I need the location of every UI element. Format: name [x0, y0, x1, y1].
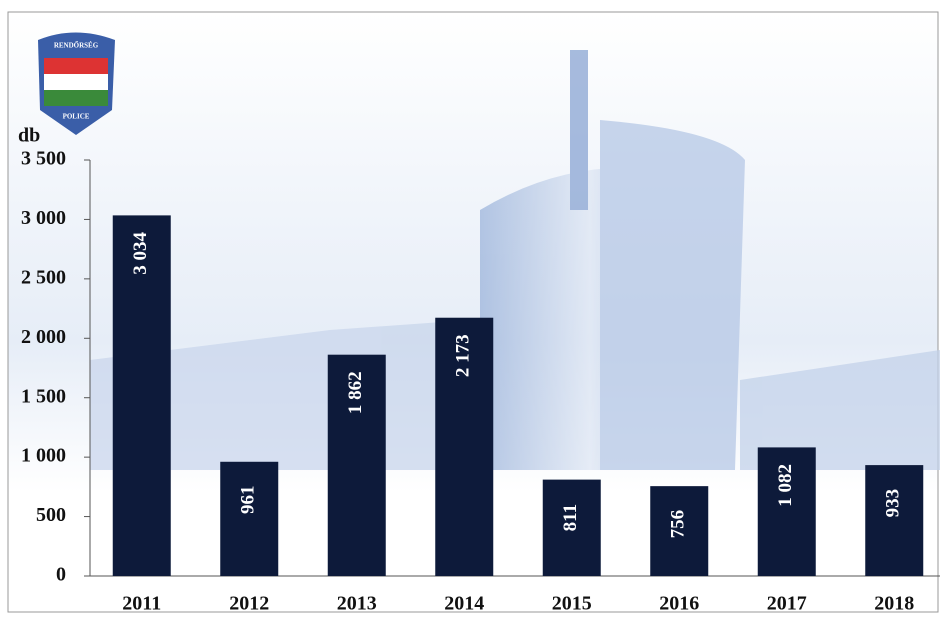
- bar: [650, 486, 709, 576]
- y-axis-label: db: [18, 125, 40, 147]
- x-tick-label: 2018: [874, 593, 914, 615]
- value-label: 3 034: [130, 232, 151, 275]
- value-label: 1 082: [775, 464, 796, 507]
- y-tick-label: 1 000: [21, 445, 66, 467]
- logo-top: RENDŐRSÉG: [54, 42, 99, 50]
- x-tick-label: 2012: [229, 593, 269, 615]
- value-label: 961: [238, 486, 259, 515]
- x-tick-label: 2013: [337, 593, 377, 615]
- bar: [542, 479, 601, 576]
- bar: [220, 461, 279, 576]
- bar: [435, 317, 494, 576]
- value-label: 933: [883, 489, 904, 518]
- y-tick-label: 0: [56, 564, 66, 586]
- y-tick-label: 2 500: [21, 266, 66, 288]
- y-tick-label: 500: [36, 504, 66, 526]
- bar: [327, 354, 386, 576]
- logo: RENDŐRSÉG POLICE: [38, 32, 115, 135]
- bar: [865, 465, 924, 576]
- x-tick-label: 2014: [444, 593, 484, 615]
- y-tick-label: 1 500: [21, 385, 66, 407]
- value-label: 811: [560, 504, 581, 531]
- value-label: 1 862: [345, 371, 366, 414]
- x-tick-label: 2017: [767, 593, 807, 615]
- y-tick-label: 3 000: [21, 207, 66, 229]
- y-tick-label: 3 500: [21, 148, 66, 170]
- x-tick-label: 2015: [552, 593, 592, 615]
- y-tick-label: 2 000: [21, 326, 66, 348]
- x-tick-label: 2016: [659, 593, 699, 615]
- x-tick-label: 2011: [122, 593, 161, 615]
- value-label: 2 173: [453, 334, 474, 377]
- logo-bottom: POLICE: [63, 113, 90, 121]
- value-label: 756: [668, 510, 689, 539]
- bar: [757, 447, 816, 576]
- bar: [112, 215, 171, 576]
